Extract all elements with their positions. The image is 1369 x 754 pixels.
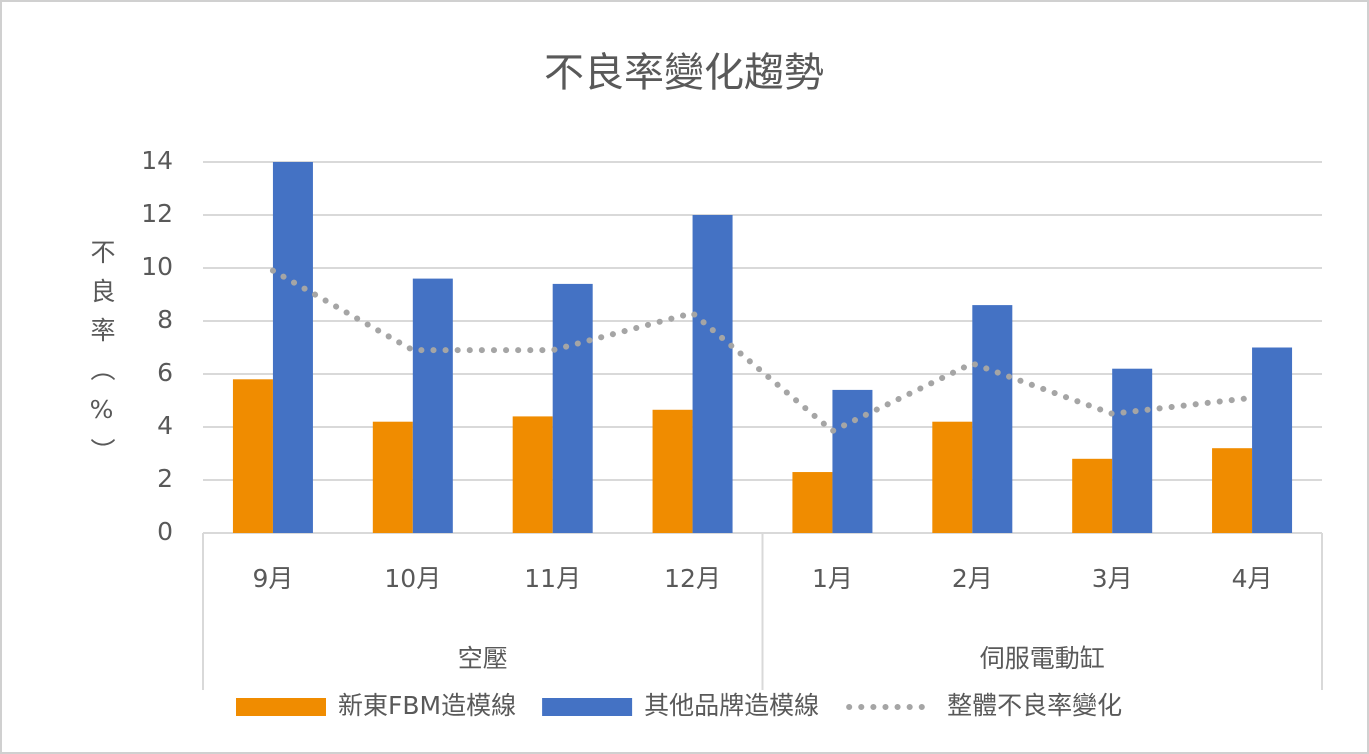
x-tick-label: 10月: [384, 564, 441, 593]
y-tick-label: 2: [157, 464, 173, 493]
bar: [552, 283, 593, 533]
chart-title: 不良率變化趨勢: [544, 50, 824, 96]
y-tick-label: 12: [141, 199, 173, 228]
bar: [1112, 368, 1153, 533]
group-label: 伺服電動缸: [980, 644, 1105, 673]
bar: [272, 162, 313, 533]
x-tick-label: 3月: [1092, 564, 1133, 593]
bar: [1212, 448, 1253, 533]
legend-swatch: [236, 698, 326, 716]
y-tick-label: 6: [157, 358, 173, 387]
legend-swatch: [542, 698, 633, 716]
bar: [652, 409, 693, 533]
x-tick-label: 1月: [812, 564, 853, 593]
x-tick-label: 2月: [952, 564, 993, 593]
y-tick-label: 14: [141, 146, 173, 175]
bar: [232, 379, 273, 533]
x-tick-label: 9月: [252, 564, 293, 593]
y-tick-label: 10: [141, 252, 173, 281]
y-tick-label: 0: [157, 517, 173, 546]
bar: [412, 278, 453, 533]
y-axis-label: 不良率（%）: [87, 239, 116, 477]
bar: [692, 215, 733, 533]
bar: [372, 421, 413, 533]
bar: [832, 389, 873, 533]
legend-label: 其他品牌造模線: [644, 691, 819, 720]
legend-label: 整體不良率變化: [947, 691, 1122, 720]
x-tick-label: 11月: [524, 564, 581, 593]
bar: [1252, 347, 1293, 533]
bar: [792, 472, 833, 533]
y-tick-label: 8: [157, 305, 173, 334]
x-tick-label: 4月: [1232, 564, 1273, 593]
trend-line: [269, 267, 1256, 435]
y-tick-label: 4: [157, 411, 173, 440]
bar: [512, 416, 553, 533]
group-label: 空壓: [458, 644, 508, 673]
bar: [1072, 458, 1113, 533]
legend-label: 新東FBM造模線: [338, 691, 516, 720]
x-tick-label: 12月: [664, 564, 721, 593]
bar: [932, 421, 973, 533]
bar: [972, 305, 1013, 533]
